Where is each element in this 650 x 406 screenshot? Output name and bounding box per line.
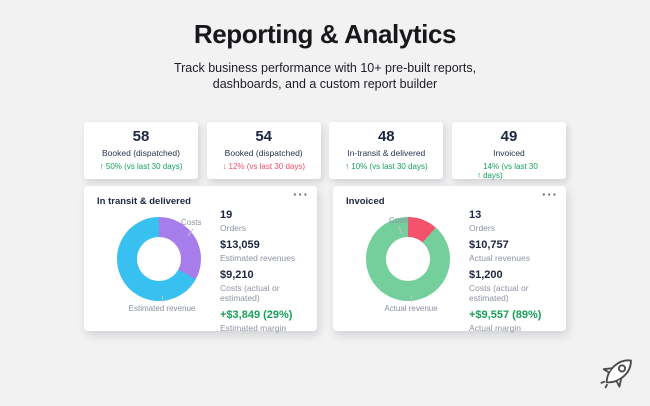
report-stat-label: Costs (actual or estimated) [220, 283, 280, 303]
report-stat-value: +$3,849 (29%) [220, 309, 293, 321]
report-stat-value: 19 [220, 209, 233, 221]
report-stat-value: $9,210 [220, 269, 254, 281]
stat-card-booked-dispatched-2: 54 Booked (dispatched) ↓ 12% (vs last 30… [206, 122, 321, 179]
more-menu-icon[interactable]: ··· [542, 187, 558, 202]
stat-cards-row: 58 Booked (dispatched) ↑ 50% (vs last 30… [84, 122, 566, 180]
report-stat-costs: $9,210 Costs (actual or estimated) [220, 269, 317, 303]
report-stat-label: Orders [220, 223, 246, 233]
stat-label: In-transit & delivered [347, 148, 426, 158]
stat-change: ↑ 14% (vs last 30 days) [452, 162, 566, 180]
report-card-invoiced: Invoiced ··· Costs Actual revenue 13 Ord… [333, 186, 566, 333]
stat-card-booked-dispatched-1: 58 Booked (dispatched) ↑ 50% (vs last 30… [84, 122, 198, 179]
donut-callout-costs-label: Costs [389, 216, 410, 225]
stat-change-text: 50% (vs last 30 days) [105, 162, 183, 171]
trend-up-icon: ↑ [99, 161, 104, 171]
report-stat-orders: 13 Orders [469, 209, 566, 233]
stat-label: Invoiced [493, 148, 525, 158]
callout-tick-line [161, 296, 163, 302]
stat-change: ↑ 10% (vs last 30 days) [329, 161, 443, 172]
donut-chart [117, 217, 201, 301]
report-stat-margin: +$9,557 (89%) Actual margin [469, 309, 566, 333]
stat-value: 58 [132, 128, 150, 145]
report-stat-revenues: $10,757 Actual revenues [469, 239, 566, 263]
stat-change: ↑ 50% (vs last 30 days) [84, 161, 198, 172]
trend-up-icon: ↑ [344, 161, 350, 171]
stat-value: 49 [500, 128, 518, 145]
stat-change-text: 12% (vs last 30 days) [228, 162, 306, 171]
stat-change-text: 14% (vs last 30 days) [483, 162, 538, 180]
report-card-in-transit-delivered: In transit & delivered ··· Costs Estimat… [84, 186, 317, 333]
page-subtitle: Track business performance with 10+ pre-… [0, 60, 650, 92]
report-stat-label: Actual revenues [469, 253, 530, 263]
stat-change: ↓ 12% (vs last 30 days) [207, 161, 321, 172]
stat-change-text: 10% (vs last 30 days) [351, 162, 428, 171]
stat-value: 48 [377, 128, 395, 145]
report-stat-label: Actual margin [469, 323, 521, 333]
stat-value: 54 [255, 128, 272, 145]
page-subtitle-line2: dashboards, and a custom report builder [212, 77, 438, 91]
stat-card-invoiced: 49 Invoiced ↑ 14% (vs last 30 days) [451, 122, 566, 180]
trend-down-icon: ↓ [222, 161, 227, 171]
report-stat-value: $10,757 [469, 239, 509, 251]
report-stat-label: Estimated revenues [220, 253, 296, 263]
callout-tick-line [410, 296, 412, 302]
report-stat-value: +$9,557 (89%) [469, 309, 542, 321]
report-stat-label: Estimated margin [220, 323, 287, 333]
stat-card-in-transit-delivered: 48 In-transit & delivered ↑ 10% (vs last… [329, 122, 444, 179]
report-stat-costs: $1,200 Costs (actual or estimated) [469, 269, 566, 303]
report-stat-orders: 19 Orders [220, 209, 317, 233]
donut-chart [366, 217, 450, 301]
stat-label: Booked (dispatched) [102, 148, 180, 158]
report-stat-label: Orders [469, 223, 495, 233]
donut-hole [137, 237, 181, 281]
report-stat-value: $1,200 [469, 269, 503, 281]
report-stat-revenues: $13,059 Estimated revenues [220, 239, 317, 263]
page-title: Reporting & Analytics [193, 19, 457, 49]
donut-callout-revenue-label: Estimated revenue [128, 304, 196, 313]
page-subtitle-line1: Track business performance with 10+ pre-… [173, 61, 477, 75]
page-header: Reporting & Analytics Track business per… [0, 19, 650, 92]
report-stat-label: Costs (actual or estimated) [469, 283, 529, 303]
report-stat-value: $13,059 [220, 239, 260, 251]
stat-label: Booked (dispatched) [224, 148, 303, 158]
report-stats-list: 13 Orders $10,757 Actual revenues $1,200… [469, 209, 566, 339]
report-cards-row: In transit & delivered ··· Costs Estimat… [84, 186, 566, 333]
donut-callout-revenue-label: Actual revenue [384, 304, 438, 313]
more-menu-icon[interactable]: ··· [293, 187, 309, 202]
donut-callout-revenue: Estimated revenue [86, 296, 238, 313]
trend-up-icon: ↑ [476, 170, 482, 180]
report-stat-value: 13 [469, 209, 482, 221]
report-stats-list: 19 Orders $13,059 Estimated revenues $9,… [220, 209, 317, 339]
rocket-icon [600, 359, 632, 389]
donut-callout-costs: Costs [181, 218, 202, 237]
donut-hole [386, 237, 430, 281]
report-card-title: In transit & delivered [97, 196, 191, 207]
donut-callout-revenue: Actual revenue [335, 296, 487, 313]
donut-callout-costs: Costs [389, 216, 410, 235]
donut-callout-costs-label: Costs [181, 218, 202, 227]
report-stat-margin: +$3,849 (29%) Estimated margin [220, 309, 317, 333]
report-card-title: Invoiced [346, 196, 385, 207]
